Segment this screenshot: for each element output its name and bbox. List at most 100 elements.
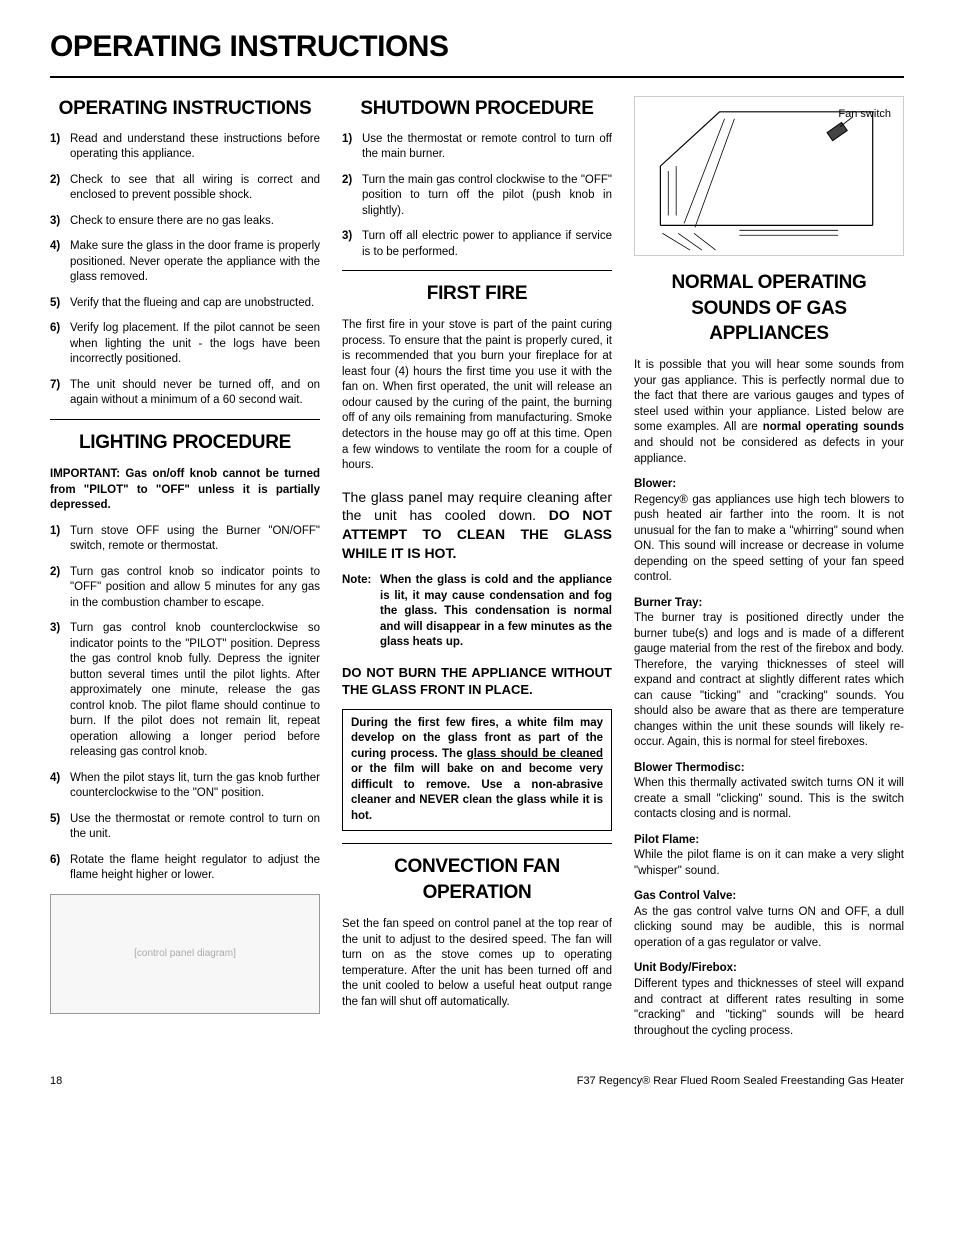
note-text: When the glass is cold and the appliance… xyxy=(380,573,612,651)
fan-switch-label: Fan switch xyxy=(838,107,891,122)
section-rule-convection xyxy=(342,843,612,844)
curing-box-post: or the film will bake on and become very… xyxy=(351,763,603,822)
list-item-number: 5) xyxy=(50,296,70,312)
sound-label: Burner Tray: xyxy=(634,596,904,612)
list-item-number: 3) xyxy=(50,621,70,761)
list-item: 1)Read and understand these instructions… xyxy=(50,132,320,163)
fan-switch-diagram: Fan switch xyxy=(634,96,904,256)
sound-item: Blower Thermodisc:When this thermally ac… xyxy=(634,761,904,823)
list-item: 2)Turn gas control knob so indicator poi… xyxy=(50,565,320,612)
section-rule-lighting xyxy=(50,419,320,420)
list-item-text: Turn gas control knob counterclockwise s… xyxy=(70,621,320,761)
list-item: 6)Rotate the flame height regulator to a… xyxy=(50,853,320,884)
sounds-list: Blower:Regency® gas appliances use high … xyxy=(634,477,904,1039)
column-1: OPERATING INSTRUCTIONS 1)Read and unders… xyxy=(50,96,320,1049)
list-item-number: 1) xyxy=(50,524,70,555)
list-item-number: 7) xyxy=(50,378,70,409)
sound-text: Regency® gas appliances use high tech bl… xyxy=(634,493,904,586)
list-item: 1)Turn stove OFF using the Burner "ON/OF… xyxy=(50,524,320,555)
list-item-text: Turn stove OFF using the Burner "ON/OFF"… xyxy=(70,524,320,555)
sound-text: Different types and thicknesses of steel… xyxy=(634,977,904,1039)
sound-text: As the gas control valve turns ON and OF… xyxy=(634,905,904,952)
convection-paragraph: Set the fan speed on control panel at th… xyxy=(342,917,612,1010)
list-item: 2)Check to see that all wiring is correc… xyxy=(50,173,320,204)
sound-text: The burner tray is positioned directly u… xyxy=(634,611,904,751)
list-item-text: Rotate the flame height regulator to adj… xyxy=(70,853,320,884)
page-title: OPERATING INSTRUCTIONS xyxy=(50,30,904,64)
sound-text: When this thermally activated switch tur… xyxy=(634,776,904,823)
column-3: Fan switch NORMAL OPERATING SOUNDS OF GA… xyxy=(634,96,904,1049)
page: OPERATING INSTRUCTIONS OPERATING INSTRUC… xyxy=(0,0,954,1107)
list-item-text: Check to ensure there are no gas leaks. xyxy=(70,214,320,230)
page-footer: 18 F37 Regency® Rear Flued Room Sealed F… xyxy=(50,1075,904,1087)
list-item-number: 5) xyxy=(50,812,70,843)
list-item: 4)Make sure the glass in the door frame … xyxy=(50,239,320,286)
footer-page-number: 18 xyxy=(50,1075,62,1087)
sound-item: Unit Body/Firebox:Different types and th… xyxy=(634,961,904,1039)
list-item-number: 3) xyxy=(50,214,70,230)
operating-list: 1)Read and understand these instructions… xyxy=(50,132,320,409)
list-item-number: 3) xyxy=(342,229,362,260)
control-panel-diagram: [control panel diagram] xyxy=(50,894,320,1014)
list-item: 4)When the pilot stays lit, turn the gas… xyxy=(50,771,320,802)
sound-item: Blower:Regency® gas appliances use high … xyxy=(634,477,904,586)
heading-lighting: LIGHTING PROCEDURE xyxy=(50,430,320,456)
list-item-text: Verify log placement. If the pilot canno… xyxy=(70,321,320,368)
list-item-text: Turn off all electric power to appliance… xyxy=(362,229,612,260)
sound-label: Blower: xyxy=(634,477,904,493)
list-item-number: 1) xyxy=(342,132,362,163)
list-item-text: The unit should never be turned off, and… xyxy=(70,378,320,409)
sound-text: While the pilot flame is on it can make … xyxy=(634,848,904,879)
column-layout: OPERATING INSTRUCTIONS 1)Read and unders… xyxy=(50,96,904,1049)
list-item-number: 2) xyxy=(50,173,70,204)
heading-firstfire: FIRST FIRE xyxy=(342,281,612,307)
list-item: 5)Verify that the flueing and cap are un… xyxy=(50,296,320,312)
heading-sounds: NORMAL OPERATING SOUNDS OF GAS APPLIANCE… xyxy=(634,270,904,347)
list-item: 3)Check to ensure there are no gas leaks… xyxy=(50,214,320,230)
glass-note: Note: When the glass is cold and the app… xyxy=(342,573,612,651)
curing-box-underline: glass should be cleaned xyxy=(467,748,603,760)
list-item-number: 6) xyxy=(50,853,70,884)
title-rule xyxy=(50,76,904,78)
firstfire-paragraph: The first fire in your stove is part of … xyxy=(342,318,612,473)
heading-convection: CONVECTION FAN OPERATION xyxy=(342,854,612,905)
sound-label: Blower Thermodisc: xyxy=(634,761,904,777)
heading-operating: OPERATING INSTRUCTIONS xyxy=(50,96,320,122)
column-2: SHUTDOWN PROCEDURE 1)Use the thermostat … xyxy=(342,96,612,1049)
list-item-text: When the pilot stays lit, turn the gas k… xyxy=(70,771,320,802)
sounds-intro-c: and should not be considered as defects … xyxy=(634,437,904,465)
curing-box: During the first few fires, a white film… xyxy=(342,709,612,832)
list-item-number: 2) xyxy=(50,565,70,612)
no-burn-warning: DO NOT BURN THE APPLIANCE WITHOUT THE GL… xyxy=(342,664,612,699)
list-item-number: 6) xyxy=(50,321,70,368)
footer-product-name: F37 Regency® Rear Flued Room Sealed Free… xyxy=(577,1075,904,1087)
list-item-text: Check to see that all wiring is correct … xyxy=(70,173,320,204)
lighting-important: IMPORTANT: Gas on/off knob cannot be tur… xyxy=(50,467,320,514)
list-item-text: Turn gas control knob so indicator point… xyxy=(70,565,320,612)
sounds-intro: It is possible that you will hear some s… xyxy=(634,358,904,467)
sound-label: Unit Body/Firebox: xyxy=(634,961,904,977)
list-item-text: Read and understand these instructions b… xyxy=(70,132,320,163)
note-label: Note: xyxy=(342,573,380,651)
list-item-text: Make sure the glass in the door frame is… xyxy=(70,239,320,286)
sounds-intro-b: normal operating sounds xyxy=(763,421,904,433)
sound-label: Gas Control Valve: xyxy=(634,889,904,905)
sound-item: Pilot Flame:While the pilot flame is on … xyxy=(634,833,904,880)
list-item: 1)Use the thermostat or remote control t… xyxy=(342,132,612,163)
shutdown-list: 1)Use the thermostat or remote control t… xyxy=(342,132,612,261)
list-item-number: 2) xyxy=(342,173,362,220)
list-item: 7)The unit should never be turned off, a… xyxy=(50,378,320,409)
list-item-text: Use the thermostat or remote control to … xyxy=(362,132,612,163)
list-item-number: 4) xyxy=(50,239,70,286)
list-item-text: Verify that the flueing and cap are unob… xyxy=(70,296,320,312)
list-item-number: 1) xyxy=(50,132,70,163)
list-item: 3)Turn off all electric power to applian… xyxy=(342,229,612,260)
sound-label: Pilot Flame: xyxy=(634,833,904,849)
list-item-number: 4) xyxy=(50,771,70,802)
list-item: 2)Turn the main gas control clockwise to… xyxy=(342,173,612,220)
section-rule-firstfire xyxy=(342,270,612,271)
list-item: 3)Turn gas control knob counterclockwise… xyxy=(50,621,320,761)
heading-shutdown: SHUTDOWN PROCEDURE xyxy=(342,96,612,122)
list-item-text: Use the thermostat or remote control to … xyxy=(70,812,320,843)
list-item-text: Turn the main gas control clockwise to t… xyxy=(362,173,612,220)
